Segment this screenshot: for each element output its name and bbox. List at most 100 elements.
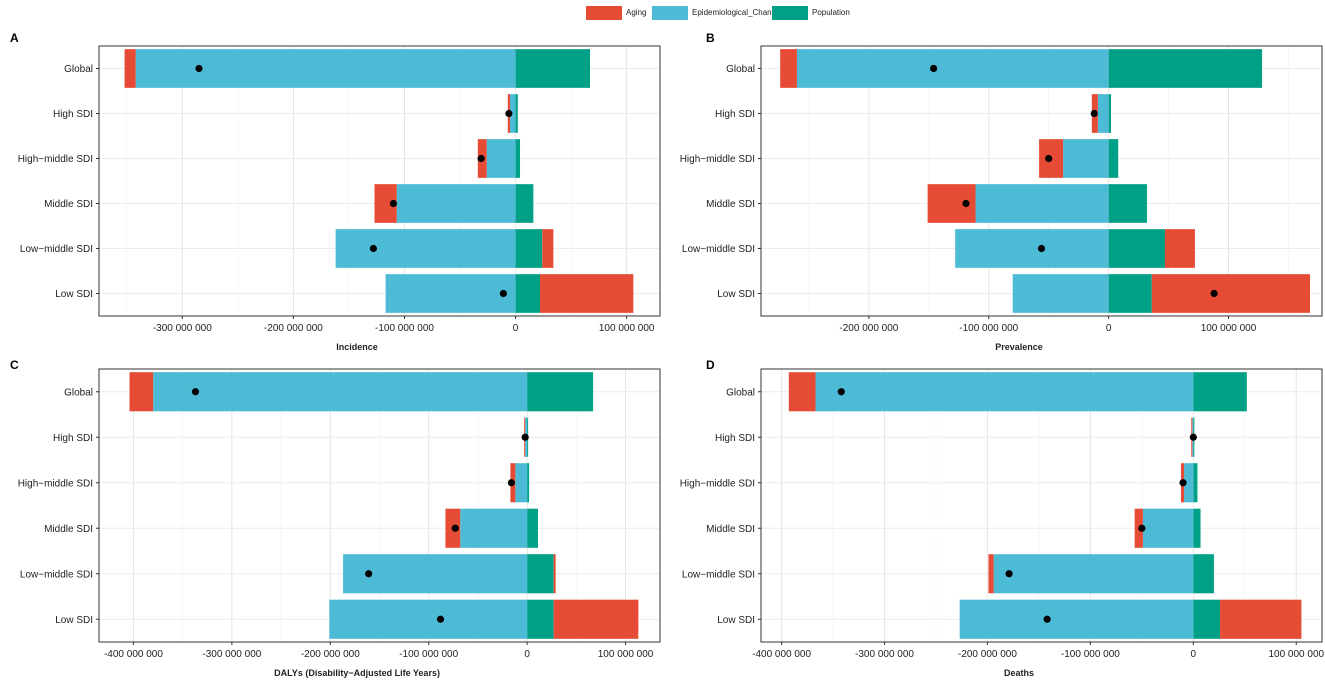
panel-a-category-label: Middle SDI: [44, 199, 93, 210]
panel-a-bar-middle-sdi-epidemiological-change: [396, 184, 516, 223]
panel-a-category-label: High SDI: [53, 109, 93, 120]
panel-a-bar-middle-sdi-population: [515, 184, 534, 223]
panel-b-xaxis-title: Prevalence: [995, 342, 1043, 352]
panel-d-total-dot-middle-sdi: [1138, 524, 1146, 532]
panel-a-border: [98, 45, 661, 317]
panel-a-plot-area: [99, 46, 660, 316]
panel-c-total-dot-low-sdi: [436, 615, 445, 623]
legend-label-aging: Aging: [626, 8, 647, 17]
panel-d-category-label: High SDI: [715, 433, 755, 444]
panel-c-bar-middle-sdi-population: [527, 508, 538, 548]
panel-a-total-dot-low-middle-sdi: [369, 244, 377, 253]
panel-a-bar-high-sdi-population: [515, 94, 518, 133]
panel-b-bar-global-population: [1108, 49, 1263, 88]
chart-panel-a: A Global High SDI High−middle SDI Middle SDI…: [10, 31, 661, 352]
panel-a-bar-high-middle-sdi-population: [515, 139, 521, 178]
panel-c-bar-high-middle-sdi-epidemiological-change: [515, 463, 528, 503]
panel-c-total-dot-global: [191, 388, 200, 396]
panel-c-bar-low-sdi-epidemiological-change: [329, 599, 528, 639]
panel-b-bar-high-middle-sdi-population: [1108, 139, 1119, 178]
panel-d-total-dot-low-middle-sdi: [1005, 570, 1013, 578]
panel-d-tag: D: [706, 358, 715, 372]
panel-c-total-dot-high-sdi: [521, 433, 529, 441]
panel-b-bar-low-middle-sdi-aging: [1164, 229, 1195, 268]
panel-d-bar-middle-sdi-epidemiological-change: [1142, 508, 1194, 548]
panel-b-bar-low-sdi-aging: [1151, 274, 1311, 313]
panel-d-xtick-label: -200 000 000: [958, 649, 1017, 660]
panel-a-bar-middle-sdi-aging: [374, 184, 397, 223]
panel-c-category-label: Middle SDI: [44, 524, 93, 535]
panel-c-bar-low-sdi-population: [527, 599, 554, 639]
panel-a-bar-low-middle-sdi-population: [515, 229, 543, 268]
panel-a-category-label: High−middle SDI: [18, 154, 93, 165]
panel-a-total-dot-middle-sdi: [389, 199, 397, 208]
panel-a-xtick-label: 100 000 000: [599, 323, 655, 334]
panel-d-bar-low-sdi-population: [1193, 599, 1221, 639]
panel-b-bar-middle-sdi-population: [1108, 184, 1147, 223]
panel-b-total-dot-high-middle-sdi: [1045, 154, 1053, 163]
panel-d-category-label: Middle SDI: [706, 524, 755, 535]
panel-d-bar-middle-sdi-population: [1193, 508, 1201, 548]
panel-b-category-label: Middle SDI: [706, 199, 755, 210]
panel-c-total-dot-high-middle-sdi: [507, 479, 515, 487]
panel-a-bar-global-aging: [124, 49, 136, 88]
panel-a-xtick-label: -300 000 000: [153, 323, 212, 334]
panel-b-bar-low-middle-sdi-epidemiological-change: [955, 229, 1109, 268]
panel-b-bar-high-sdi-population: [1108, 94, 1112, 133]
panel-c-xtick-label: -400 000 000: [104, 649, 163, 660]
panel-c-category-label: Low−middle SDI: [20, 569, 93, 580]
panel-b-total-dot-low-middle-sdi: [1037, 244, 1046, 253]
panel-a-bar-global-epidemiological-change: [135, 49, 516, 88]
panel-c-bar-low-middle-sdi-population: [527, 554, 554, 594]
panel-a-bar-low-sdi-aging: [540, 274, 634, 313]
panel-d-bar-global-population: [1193, 372, 1247, 412]
panel-b-category-label: High−middle SDI: [680, 154, 755, 165]
panel-a-bar-global-population: [515, 49, 591, 88]
panel-d-bar-global-epidemiological-change: [815, 372, 1194, 412]
panel-c-bar-global-epidemiological-change: [153, 372, 528, 412]
chart-panel-c: C Global High SDI High−middle SDI Middle SDI…: [10, 358, 661, 678]
panel-a-category-label: Global: [64, 64, 93, 75]
panel-d-bar-high-middle-sdi-epidemiological-change: [1184, 463, 1194, 503]
panel-c-category-label: High−middle SDI: [18, 478, 93, 489]
panel-d-xtick-label: -100 000 000: [1061, 649, 1120, 660]
panel-d-category-label: Low−middle SDI: [682, 569, 755, 580]
panel-d-category-label: High−middle SDI: [680, 478, 755, 489]
panel-b-xtick-label: -100 000 000: [959, 323, 1018, 334]
panel-b-xtick-label: 100 000 000: [1201, 323, 1257, 334]
panel-b-bar-middle-sdi-epidemiological-change: [975, 184, 1109, 223]
legend-swatch-epidemiological-change: [652, 6, 688, 20]
panel-a-bar-low-sdi-epidemiological-change: [385, 274, 516, 313]
panel-b-category-label: Low SDI: [717, 289, 755, 300]
panel-b-total-dot-high-sdi: [1090, 109, 1098, 118]
panel-d-total-dot-low-sdi: [1043, 615, 1051, 623]
panel-a-total-dot-high-sdi: [505, 109, 513, 118]
panel-b-bar-high-middle-sdi-epidemiological-change: [1063, 139, 1109, 178]
panel-c-border: [98, 368, 661, 643]
panel-d-bar-low-sdi-aging: [1220, 599, 1302, 639]
panel-c-bar-low-middle-sdi-aging: [553, 554, 556, 594]
panel-d-xtick-label: -300 000 000: [855, 649, 914, 660]
panel-a-bar-low-middle-sdi-epidemiological-change: [335, 229, 516, 268]
panel-b-bar-global-epidemiological-change: [796, 49, 1109, 88]
legend: Aging Epidemiological_Change Population: [0, 0, 1325, 26]
panel-a-tag: A: [10, 31, 19, 45]
legend-swatch-population: [772, 6, 808, 20]
panel-c-xtick-label: 0: [524, 649, 530, 660]
panel-b-bar-low-sdi-population: [1108, 274, 1152, 313]
panel-a-total-dot-low-sdi: [499, 289, 507, 298]
panel-b-bar-low-middle-sdi-population: [1108, 229, 1165, 268]
panel-b-tag: B: [706, 31, 715, 45]
panel-c-bar-middle-sdi-epidemiological-change: [460, 508, 528, 548]
panel-c-total-dot-low-middle-sdi: [365, 570, 373, 578]
panel-d-bar-low-middle-sdi-epidemiological-change: [993, 554, 1194, 594]
panel-c-bar-high-middle-sdi-population: [527, 463, 530, 503]
panel-a-category-label: Low SDI: [55, 289, 93, 300]
panel-d-total-dot-high-sdi: [1189, 433, 1197, 441]
panel-d-bar-global-aging: [788, 372, 816, 412]
panel-d-plot-area: [761, 369, 1322, 642]
panel-a-xtick-label: -100 000 000: [375, 323, 434, 334]
panel-d-category-label: Global: [726, 387, 755, 398]
panel-d-bar-high-middle-sdi-population: [1193, 463, 1198, 503]
panel-a-bar-low-sdi-population: [515, 274, 541, 313]
